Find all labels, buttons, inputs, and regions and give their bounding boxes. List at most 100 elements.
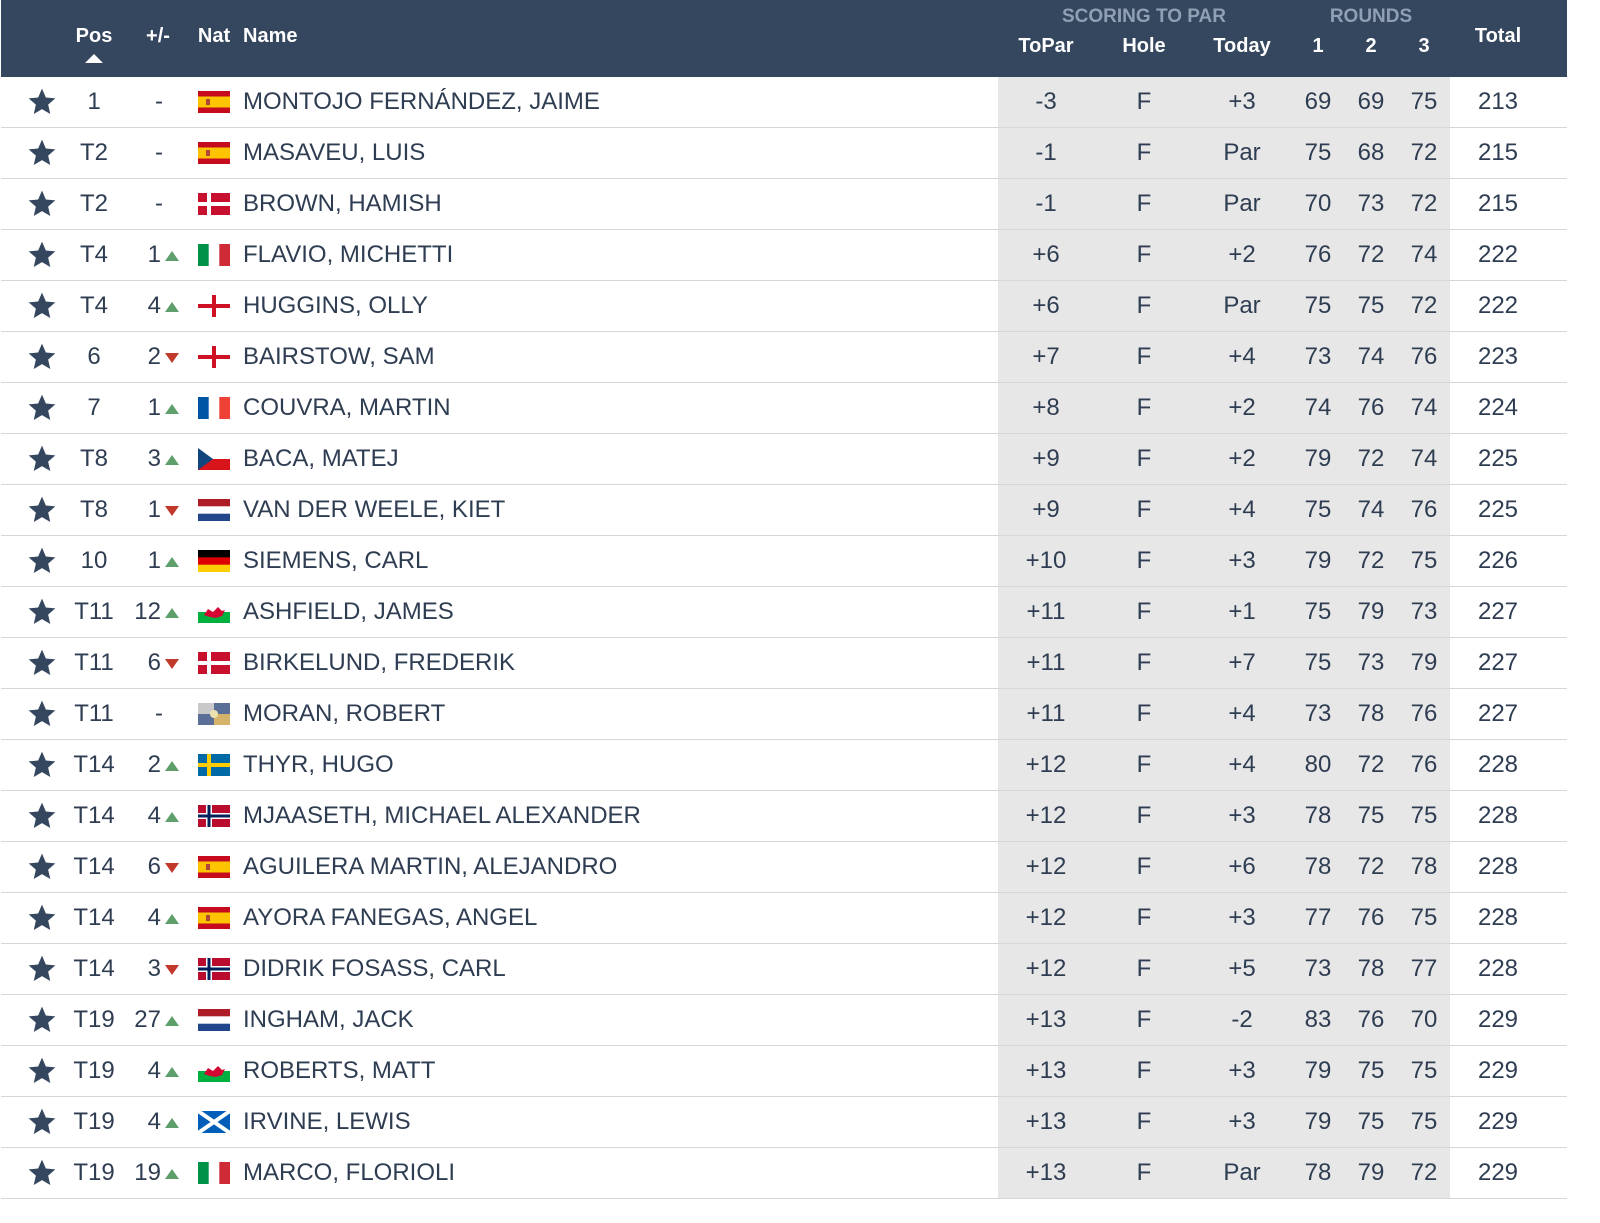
favorite-star-icon[interactable] — [23, 179, 61, 238]
player-name[interactable]: MORAN, ROBERT — [243, 700, 446, 727]
player-row[interactable]: T11 6 BIRKELUND, FREDERIK +11 F +7 75 73 79 227 — [1, 638, 1567, 689]
player-row[interactable]: T19 19 MARCO, FLORIOLI +13 F Par 78 79 72 229 — [1, 1148, 1567, 1199]
player-row[interactable]: T11 - MORAN, ROBERT +11 F +4 73 78 76 227 — [1, 689, 1567, 740]
favorite-star-icon[interactable] — [23, 1148, 61, 1207]
round-2-score: 75 — [1357, 1108, 1385, 1135]
column-header-change[interactable]: +/- — [146, 25, 170, 47]
player-name[interactable]: MASAVEU, LUIS — [243, 139, 426, 166]
favorite-star-icon[interactable] — [23, 434, 61, 493]
player-name[interactable]: VAN DER WEELE, KIET — [243, 496, 506, 523]
favorite-star-icon[interactable] — [23, 128, 61, 187]
favorite-star-icon[interactable] — [23, 536, 61, 595]
favorite-star-icon[interactable] — [23, 638, 61, 697]
player-row[interactable]: T14 6 AGUILERA MARTIN, ALEJANDRO +12 F +6 78 72… — [1, 842, 1567, 893]
player-row[interactable]: T8 1 VAN DER WEELE, KIET +9 F +4 75 74 76 225 — [1, 485, 1567, 536]
player-name[interactable]: THYR, HUGO — [243, 751, 394, 778]
favorite-star-icon[interactable] — [23, 944, 61, 1003]
player-name[interactable]: FLAVIO, MICHETTI — [243, 241, 454, 268]
hole-status: F — [1136, 1159, 1152, 1186]
player-name[interactable]: BIRKELUND, FREDERIK — [243, 649, 516, 676]
column-header-topar[interactable]: ToPar — [1018, 35, 1074, 57]
favorite-star-icon[interactable] — [23, 587, 61, 646]
favorite-star-icon[interactable] — [23, 995, 61, 1054]
player-name[interactable]: INGHAM, JACK — [243, 1006, 414, 1033]
player-name[interactable]: COUVRA, MARTIN — [243, 394, 451, 421]
player-name[interactable]: AGUILERA MARTIN, ALEJANDRO — [243, 853, 618, 880]
player-row[interactable]: T14 4 MJAASETH, MICHAEL ALEXANDER +12 F +3 78 7… — [1, 791, 1567, 842]
sort-ascending-icon[interactable] — [85, 54, 103, 63]
favorite-star-icon[interactable] — [23, 740, 61, 799]
player-row[interactable]: T4 4 HUGGINS, OLLY +6 F Par 75 75 72 222 — [1, 281, 1567, 332]
arrow-up-icon — [165, 454, 179, 465]
favorite-star-icon[interactable] — [23, 485, 61, 544]
favorite-star-icon[interactable] — [23, 332, 61, 391]
favorite-star-icon[interactable] — [23, 893, 61, 952]
player-name[interactable]: DIDRIK FOSASS, CARL — [243, 955, 506, 982]
position: 6 — [87, 343, 101, 370]
favorite-star-icon[interactable] — [23, 383, 61, 442]
player-row[interactable]: 10 1 SIEMENS, CARL +10 F +3 79 72 75 226 — [1, 536, 1567, 587]
player-name[interactable]: ASHFIELD, JAMES — [243, 598, 454, 625]
position-change: 1 — [129, 230, 189, 280]
round-2-score: 76 — [1357, 394, 1385, 421]
player-row[interactable]: T2 - BROWN, HAMISH -1 F Par 70 73 72 215 — [1, 179, 1567, 230]
player-name[interactable]: AYORA FANEGAS, ANGEL — [243, 904, 538, 931]
player-name[interactable]: MJAASETH, MICHAEL ALEXANDER — [243, 802, 641, 829]
favorite-star-icon[interactable] — [23, 281, 61, 340]
hole-status: F — [1136, 241, 1152, 268]
round-3-score: 78 — [1410, 853, 1438, 880]
today-score: +3 — [1228, 1108, 1256, 1135]
column-header-name[interactable]: Name — [243, 25, 298, 47]
column-header-today[interactable]: Today — [1213, 35, 1271, 57]
player-row[interactable]: T11 12 ASHFIELD, JAMES +11 F +1 75 79 73 227 — [1, 587, 1567, 638]
player-row[interactable]: T19 4 IRVINE, LEWIS +13 F +3 79 75 75 229 — [1, 1097, 1567, 1148]
arrow-up-icon — [165, 403, 179, 414]
column-header-round-1[interactable]: 1 — [1312, 35, 1324, 57]
flag-other-icon — [198, 689, 230, 725]
arrow-up-icon — [165, 1015, 179, 1026]
round-3-score: 75 — [1410, 1057, 1438, 1084]
player-name[interactable]: BACA, MATEJ — [243, 445, 399, 472]
favorite-star-icon[interactable] — [23, 842, 61, 901]
arrow-up-icon — [165, 301, 179, 312]
player-name[interactable]: IRVINE, LEWIS — [243, 1108, 411, 1135]
total-score: 229 — [1477, 1006, 1519, 1033]
favorite-star-icon[interactable] — [23, 230, 61, 289]
player-row[interactable]: 1 - MONTOJO FERNÁNDEZ, JAIME -3 F +3 69 69 75 213 — [1, 77, 1567, 128]
score-to-par: +12 — [1025, 955, 1067, 982]
player-row[interactable]: T19 27 INGHAM, JACK +13 F -2 83 76 70 229 — [1, 995, 1567, 1046]
player-name[interactable]: SIEMENS, CARL — [243, 547, 429, 574]
favorite-star-icon[interactable] — [23, 77, 61, 136]
player-row[interactable]: T14 4 AYORA FANEGAS, ANGEL +12 F +3 77 76 75 228 — [1, 893, 1567, 944]
favorite-star-icon[interactable] — [23, 1097, 61, 1156]
player-name[interactable]: HUGGINS, OLLY — [243, 292, 428, 319]
player-row[interactable]: T4 1 FLAVIO, MICHETTI +6 F +2 76 72 74 222 — [1, 230, 1567, 281]
column-header-round-2[interactable]: 2 — [1365, 35, 1377, 57]
total-score: 227 — [1477, 700, 1519, 727]
player-name[interactable]: ROBERTS, MATT — [243, 1057, 436, 1084]
column-header-hole[interactable]: Hole — [1122, 35, 1166, 57]
player-name[interactable]: BAIRSTOW, SAM — [243, 343, 435, 370]
player-row[interactable]: 7 1 COUVRA, MARTIN +8 F +2 74 76 74 224 — [1, 383, 1567, 434]
favorite-star-icon[interactable] — [23, 1046, 61, 1105]
player-name[interactable]: MONTOJO FERNÁNDEZ, JAIME — [243, 88, 600, 115]
player-row[interactable]: T14 2 THYR, HUGO +12 F +4 80 72 76 228 — [1, 740, 1567, 791]
player-row[interactable]: T19 4 ROBERTS, MATT +13 F +3 79 75 75 229 — [1, 1046, 1567, 1097]
column-header-round-3[interactable]: 3 — [1418, 35, 1430, 57]
player-row[interactable]: 6 2 BAIRSTOW, SAM +7 F +4 73 74 76 223 — [1, 332, 1567, 383]
favorite-star-icon[interactable] — [23, 791, 61, 850]
round-3-score: 76 — [1410, 496, 1438, 523]
position-change: 4 — [129, 281, 189, 331]
favorite-star-icon[interactable] — [23, 689, 61, 748]
player-row[interactable]: T8 3 BACA, MATEJ +9 F +2 79 72 74 225 — [1, 434, 1567, 485]
player-row[interactable]: T2 - MASAVEU, LUIS -1 F Par 75 68 72 215 — [1, 128, 1567, 179]
column-header-pos[interactable]: Pos — [75, 25, 113, 47]
today-score: -2 — [1231, 1006, 1253, 1033]
round-3-score: 72 — [1410, 139, 1438, 166]
player-name[interactable]: BROWN, HAMISH — [243, 190, 442, 217]
column-header-total[interactable]: Total — [1474, 25, 1522, 47]
flag-denmark-icon — [198, 179, 230, 215]
player-name[interactable]: MARCO, FLORIOLI — [243, 1159, 456, 1186]
column-header-nat[interactable]: Nat — [197, 25, 231, 47]
player-row[interactable]: T14 3 DIDRIK FOSASS, CARL +12 F +5 73 78 77 228 — [1, 944, 1567, 995]
